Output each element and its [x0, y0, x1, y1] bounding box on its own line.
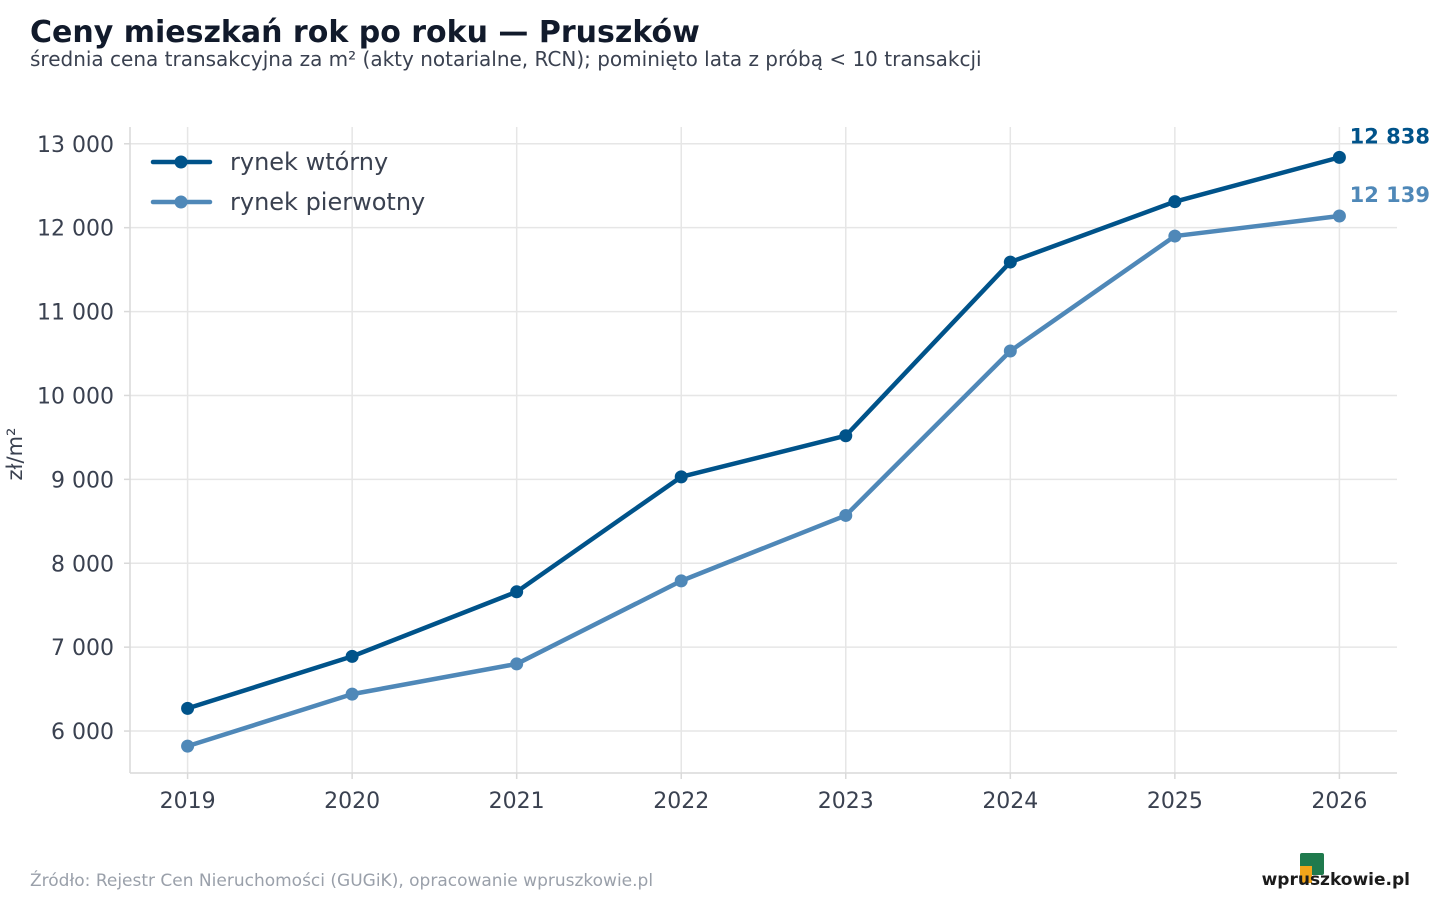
- series-2-point: [345, 687, 359, 701]
- series-1-end-label: 12 838: [1350, 124, 1430, 148]
- chart-subtitle: średnia cena transakcyjna za m² (akty no…: [30, 47, 982, 71]
- x-tick-label: 2021: [489, 789, 545, 814]
- y-tick-label: 11 000: [37, 301, 114, 326]
- legend-swatch-point: [174, 155, 188, 169]
- series-1-point: [510, 585, 524, 599]
- x-tick-label: 2026: [1311, 789, 1367, 814]
- series-1-point: [674, 470, 688, 484]
- site-logo[interactable]: wpruszkowie.pl: [1262, 853, 1410, 890]
- series-2-point: [1332, 209, 1346, 223]
- series-1: [181, 150, 1346, 715]
- series-1-point: [345, 649, 359, 663]
- series-2-point: [1168, 229, 1182, 243]
- series-1-point: [1332, 150, 1346, 164]
- legend-swatch-point: [174, 195, 188, 209]
- series-2: [181, 209, 1346, 753]
- x-tick-label: 2020: [324, 789, 380, 814]
- x-ticks: 2019 2020 2021 2022 2023 2024 2025 2026: [160, 789, 1368, 814]
- y-tick-label: 13 000: [37, 133, 114, 158]
- logo-text: wpruszkowie.pl: [1262, 870, 1410, 890]
- y-tick-label: 9 000: [51, 468, 114, 493]
- y-tick-label: 6 000: [51, 720, 114, 745]
- y-axis-label: zł/m²: [3, 428, 27, 481]
- series-2-line: [185, 213, 1342, 749]
- grid: [130, 127, 1397, 773]
- series-1-line: [185, 155, 1342, 711]
- x-tick-label: 2019: [160, 789, 216, 814]
- x-tick-label: 2023: [818, 789, 874, 814]
- y-tick-label: 7 000: [51, 636, 114, 661]
- axes: [124, 127, 1397, 779]
- logo-mark-orange: [1300, 866, 1312, 883]
- series-2-end-label: 12 139: [1350, 183, 1430, 207]
- series-2-point: [674, 574, 688, 588]
- y-ticks: 6 000 7 000 8 000 9 000 10 000 11 000 12 000 13…: [37, 133, 114, 745]
- series-1-point: [1003, 255, 1017, 269]
- series-1-point: [1168, 195, 1182, 209]
- y-tick-label: 12 000: [37, 217, 114, 242]
- y-tick-label: 10 000: [37, 384, 114, 409]
- x-tick-label: 2024: [982, 789, 1038, 814]
- series: [181, 150, 1346, 753]
- series-2-point: [510, 657, 524, 671]
- x-tick-label: 2022: [653, 789, 709, 814]
- legend-item-1[interactable]: rynek wtórny: [150, 148, 388, 176]
- legend-label: rynek pierwotny: [230, 188, 425, 216]
- chart-title: Ceny mieszkań rok po roku — Pruszków: [30, 15, 700, 50]
- source-note: Źródło: Rejestr Cen Nieruchomości (GUGiK…: [30, 869, 653, 891]
- series-1-point: [181, 701, 195, 715]
- end-labels: 12 139 12 838: [1350, 124, 1430, 207]
- series-2-point: [181, 739, 195, 753]
- legend-item-2[interactable]: rynek pierwotny: [150, 188, 425, 216]
- legend-label: rynek wtórny: [230, 148, 388, 176]
- series-2-point: [839, 508, 853, 522]
- series-2-point: [1003, 344, 1017, 358]
- y-tick-label: 8 000: [51, 552, 114, 577]
- series-1-point: [839, 429, 853, 443]
- x-tick-label: 2025: [1147, 789, 1203, 814]
- legend[interactable]: rynek wtórny rynek pierwotny: [150, 148, 425, 216]
